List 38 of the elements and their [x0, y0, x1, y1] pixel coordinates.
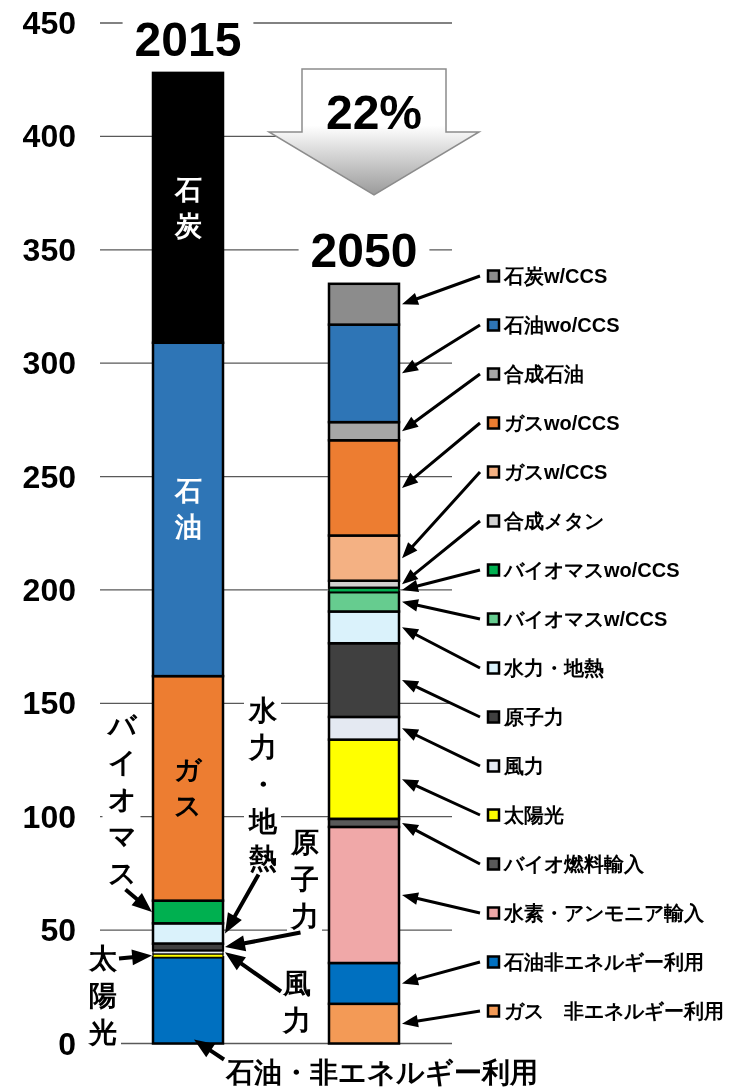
legend-label: 太陽光	[504, 804, 564, 826]
legend-label: 風力	[504, 755, 544, 777]
series-label: 太陽光	[89, 942, 117, 1048]
legend-label: バイオ燃料輸入	[504, 853, 644, 875]
legend-label: バイオマスw/CCS	[504, 608, 668, 630]
series-label: 原子力	[291, 826, 319, 932]
y-tick-label: 0	[58, 1025, 76, 1062]
legend-label: バイオマスwo/CCS	[504, 559, 680, 581]
y-tick-label: 300	[22, 345, 76, 382]
legend-label: 石油wo/CCS	[504, 314, 620, 336]
x-tick-label: 2015	[134, 12, 242, 66]
series-label: 石炭	[174, 174, 202, 241]
series-label: ガス	[174, 755, 202, 822]
series-label: 石油・非エネルギー利用	[226, 1056, 538, 1088]
legend-label: 石油非エネルギー利用	[504, 951, 704, 973]
legend-label: 石炭w/CCS	[504, 265, 608, 287]
y-tick-label: 350	[22, 231, 76, 268]
legend-label: 合成石油	[504, 363, 584, 385]
legend-label: ガスw/CCS	[504, 461, 608, 483]
legend-label: 水力・地熱	[504, 657, 604, 679]
legend-label: 原子力	[504, 706, 564, 728]
series-label: 風力	[283, 967, 311, 1036]
x-tick-label: 2050	[310, 223, 418, 277]
legend-label: 合成メタン	[504, 510, 604, 532]
y-tick-label: 150	[22, 685, 76, 722]
y-tick-label: 400	[22, 118, 76, 155]
series-label: バイオマス	[107, 709, 137, 889]
y-tick-label: 200	[22, 571, 76, 608]
legend-label: ガスwo/CCS	[504, 412, 620, 434]
y-tick-label: 50	[40, 912, 76, 949]
annotation: 22%	[325, 85, 423, 139]
y-tick-label: 100	[22, 798, 76, 835]
y-tick-label: 450	[22, 5, 76, 41]
series-label: 水力・地熱	[249, 694, 277, 874]
y-tick-label: 250	[22, 458, 76, 495]
legend-label: ガス 非エネルギー利用	[504, 1000, 724, 1022]
legend-label: 水素・アンモニア輸入	[504, 902, 704, 924]
series-label: 石油	[174, 476, 202, 543]
